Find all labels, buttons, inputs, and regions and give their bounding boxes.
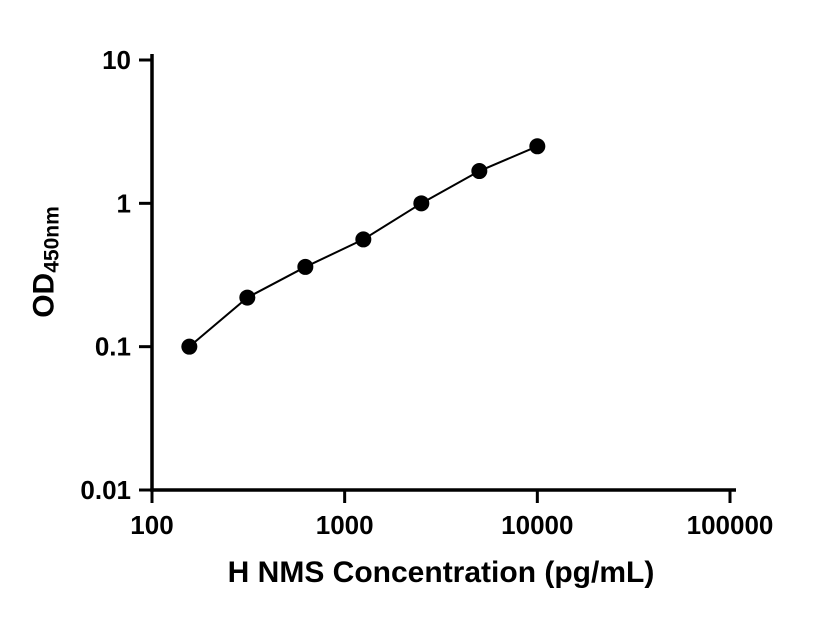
x-axis-tick-label: 100000	[687, 510, 774, 540]
x-axis-tick-label: 10000	[501, 510, 573, 540]
data-point-marker	[413, 195, 430, 212]
x-axis-tick-label: 100	[130, 510, 173, 540]
data-point-marker	[471, 163, 488, 180]
data-point-marker	[239, 289, 256, 306]
data-point-marker	[529, 138, 546, 155]
data-point-marker	[181, 338, 198, 355]
y-axis-tick-label: 0.1	[95, 332, 131, 362]
y-axis-title: OD450nm	[28, 206, 65, 318]
x-axis-title: H NMS Concentration (pg/mL)	[227, 556, 655, 589]
y-axis-tick-label: 0.01	[80, 475, 131, 505]
x-axis-tick-label: 1000	[316, 510, 374, 540]
y-axis-title-subscript: 450nm	[40, 206, 64, 273]
y-axis-tick-label: 1	[117, 188, 131, 218]
y-axis-tick-label: 10	[102, 45, 131, 75]
y-axis-title-main: OD	[27, 272, 61, 318]
data-point-marker	[355, 231, 372, 248]
data-point-marker	[297, 258, 314, 275]
